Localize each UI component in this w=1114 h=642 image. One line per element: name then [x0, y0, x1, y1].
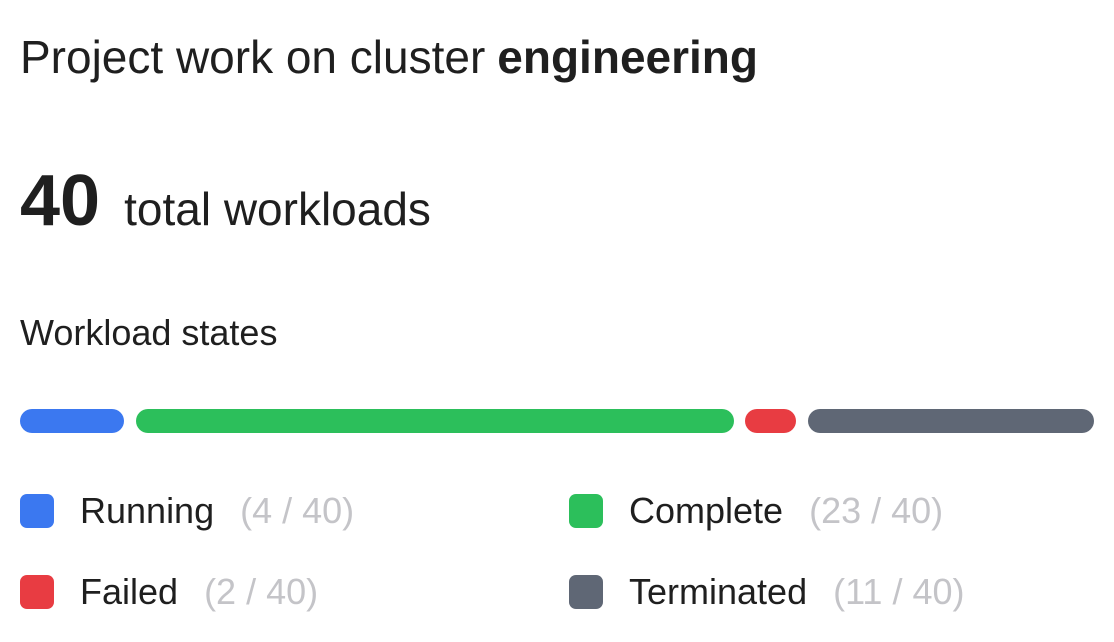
legend-count: (2 / 40) [204, 571, 319, 612]
bar-failed [745, 409, 796, 433]
cluster-name: engineering [497, 31, 758, 83]
legend-label: Failed [80, 571, 179, 612]
running-swatch [20, 494, 54, 528]
states-heading: Workload states [20, 312, 278, 353]
legend-label: Running [80, 490, 215, 531]
failed-swatch [20, 575, 54, 609]
legend-count: (23 / 40) [809, 490, 944, 531]
page-title: Project work on cluster engineering [20, 30, 758, 84]
title-prefix: Project work on cluster [20, 31, 486, 83]
complete-swatch [569, 494, 603, 528]
legend-count: (4 / 40) [240, 490, 355, 531]
bar-complete [136, 409, 734, 433]
bar-running [20, 409, 124, 433]
legend-label: Complete [629, 490, 784, 531]
total-workloads: 40 total workloads [20, 160, 431, 242]
legend-failed: Failed (2 / 40) [20, 571, 318, 613]
bar-terminated [808, 409, 1094, 433]
total-label: total workloads [124, 183, 431, 235]
total-count: 40 [20, 161, 101, 241]
legend-count: (11 / 40) [833, 571, 965, 612]
terminated-swatch [569, 575, 603, 609]
legend-label: Terminated [629, 571, 808, 612]
legend-terminated: Terminated (11 / 40) [569, 571, 965, 613]
legend-running: Running (4 / 40) [20, 490, 354, 532]
legend-complete: Complete (23 / 40) [569, 490, 943, 532]
